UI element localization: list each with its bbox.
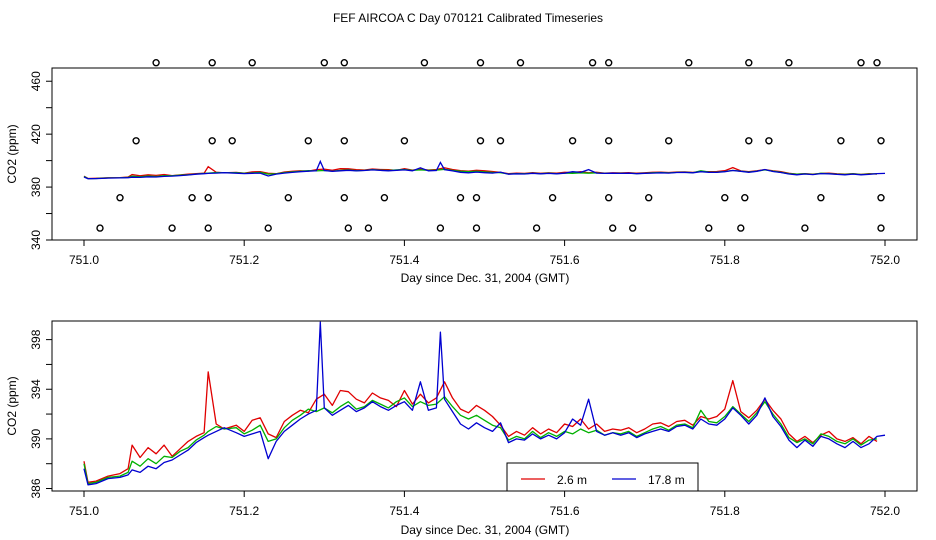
x-tick-label: 751.2 bbox=[229, 504, 259, 518]
calibration-point bbox=[208, 59, 216, 67]
calibration-point bbox=[665, 137, 673, 145]
calibration-point bbox=[400, 137, 409, 145]
calibration-point bbox=[344, 224, 352, 232]
bottom-plot-frame bbox=[51, 320, 918, 492]
calibration-point bbox=[364, 224, 373, 232]
calibration-point bbox=[877, 193, 885, 202]
calibration-point bbox=[588, 59, 597, 67]
series-line-red bbox=[83, 371, 878, 483]
top-plot-frame bbox=[51, 67, 918, 241]
series-line-green bbox=[83, 396, 878, 485]
calibration-point bbox=[188, 193, 196, 202]
calibration-point bbox=[609, 224, 617, 232]
bottom-x-axis-label: Day since Dec. 31, 2004 (GMT) bbox=[401, 523, 570, 537]
calibration-point bbox=[472, 224, 481, 232]
legend: 2.6 m 17.8 m bbox=[506, 462, 699, 492]
calibration-point bbox=[817, 193, 825, 202]
x-tick-label: 751.2 bbox=[229, 253, 259, 267]
top-x-axis-label: Day since Dec. 31, 2004 (GMT) bbox=[401, 271, 570, 285]
calibration-point bbox=[785, 59, 793, 67]
top-series-line-blue bbox=[83, 159, 886, 180]
y-tick-label: 390 bbox=[29, 429, 43, 449]
x-tick-label: 751.4 bbox=[389, 504, 419, 518]
calibration-point bbox=[745, 59, 753, 67]
calibration-point bbox=[857, 59, 865, 67]
bottom-y-axis-label: CO2 (ppm) bbox=[5, 376, 19, 435]
y-tick-label: 386 bbox=[29, 478, 43, 498]
calibration-point bbox=[721, 193, 729, 202]
x-tick-label: 752.0 bbox=[870, 253, 900, 267]
calibration-point bbox=[685, 59, 693, 67]
calibration-point bbox=[420, 59, 429, 67]
calibration-point bbox=[168, 224, 176, 232]
calibration-point bbox=[705, 224, 713, 232]
y-tick-label: 420 bbox=[29, 124, 43, 144]
top-panel: Day since Dec. 31, 2004 (GMT) CO2 (ppm) … bbox=[5, 59, 918, 285]
calibration-point bbox=[204, 224, 212, 232]
calibration-point bbox=[737, 224, 745, 232]
calibration-point bbox=[304, 137, 312, 145]
calibration-point bbox=[472, 193, 481, 202]
y-tick-label: 398 bbox=[29, 329, 43, 349]
top-y-axis-label: CO2 (ppm) bbox=[5, 124, 19, 183]
calibration-point bbox=[436, 224, 445, 232]
legend-box bbox=[506, 462, 699, 492]
x-tick-label: 752.0 bbox=[870, 504, 900, 518]
calibration-point bbox=[605, 137, 613, 145]
calibration-point bbox=[741, 193, 749, 202]
calibration-point bbox=[568, 137, 577, 145]
x-tick-label: 751.8 bbox=[710, 253, 740, 267]
calibration-point bbox=[264, 224, 272, 232]
calibration-point bbox=[873, 59, 881, 67]
y-tick-label: 394 bbox=[29, 379, 43, 399]
calibration-point bbox=[248, 59, 256, 67]
calibration-point bbox=[456, 193, 465, 202]
calibration-point bbox=[605, 59, 613, 67]
calibration-point bbox=[340, 137, 348, 145]
calibration-point bbox=[340, 59, 348, 67]
x-tick-label: 751.0 bbox=[69, 504, 99, 518]
calibration-point bbox=[132, 137, 140, 145]
calibration-point bbox=[96, 224, 104, 232]
calibration-point bbox=[548, 193, 557, 202]
calibration-point bbox=[516, 59, 525, 67]
calibration-point bbox=[340, 193, 348, 202]
calibration-point bbox=[380, 193, 389, 202]
x-tick-label: 751.6 bbox=[550, 504, 580, 518]
x-tick-label: 751.8 bbox=[710, 504, 740, 518]
calibration-point bbox=[801, 224, 809, 232]
calibration-point bbox=[877, 224, 885, 232]
legend-label-2.6m: 2.6 m bbox=[557, 473, 587, 487]
y-tick-label: 460 bbox=[29, 71, 43, 91]
calibration-point bbox=[645, 193, 653, 202]
calibration-point bbox=[476, 59, 485, 67]
x-tick-label: 751.6 bbox=[550, 253, 580, 267]
calibration-point bbox=[496, 137, 505, 145]
calibration-point bbox=[228, 137, 236, 145]
calibration-point bbox=[877, 137, 885, 145]
calibration-point bbox=[605, 193, 613, 202]
calibration-point bbox=[320, 59, 328, 67]
y-tick-label: 340 bbox=[29, 230, 43, 250]
calibration-point bbox=[745, 137, 753, 145]
calibration-point bbox=[116, 193, 124, 202]
calibration-point bbox=[152, 59, 160, 67]
calibration-point bbox=[208, 137, 216, 145]
calibration-point bbox=[532, 224, 541, 232]
calibration-point bbox=[837, 137, 845, 145]
calibration-point bbox=[204, 193, 212, 202]
legend-label-17.8m: 17.8 m bbox=[648, 473, 685, 487]
calibration-point bbox=[765, 137, 773, 145]
y-tick-label: 380 bbox=[29, 177, 43, 197]
series-line-blue bbox=[83, 321, 886, 486]
figure-title: FEF AIRCOA C Day 070121 Calibrated Times… bbox=[333, 11, 603, 25]
x-tick-label: 751.4 bbox=[389, 253, 419, 267]
bottom-panel: Day since Dec. 31, 2004 (GMT) CO2 (ppm) … bbox=[5, 320, 918, 537]
x-tick-label: 751.0 bbox=[69, 253, 99, 267]
calibration-point bbox=[629, 224, 637, 232]
calibration-point bbox=[476, 137, 485, 145]
calibration-point bbox=[284, 193, 292, 202]
